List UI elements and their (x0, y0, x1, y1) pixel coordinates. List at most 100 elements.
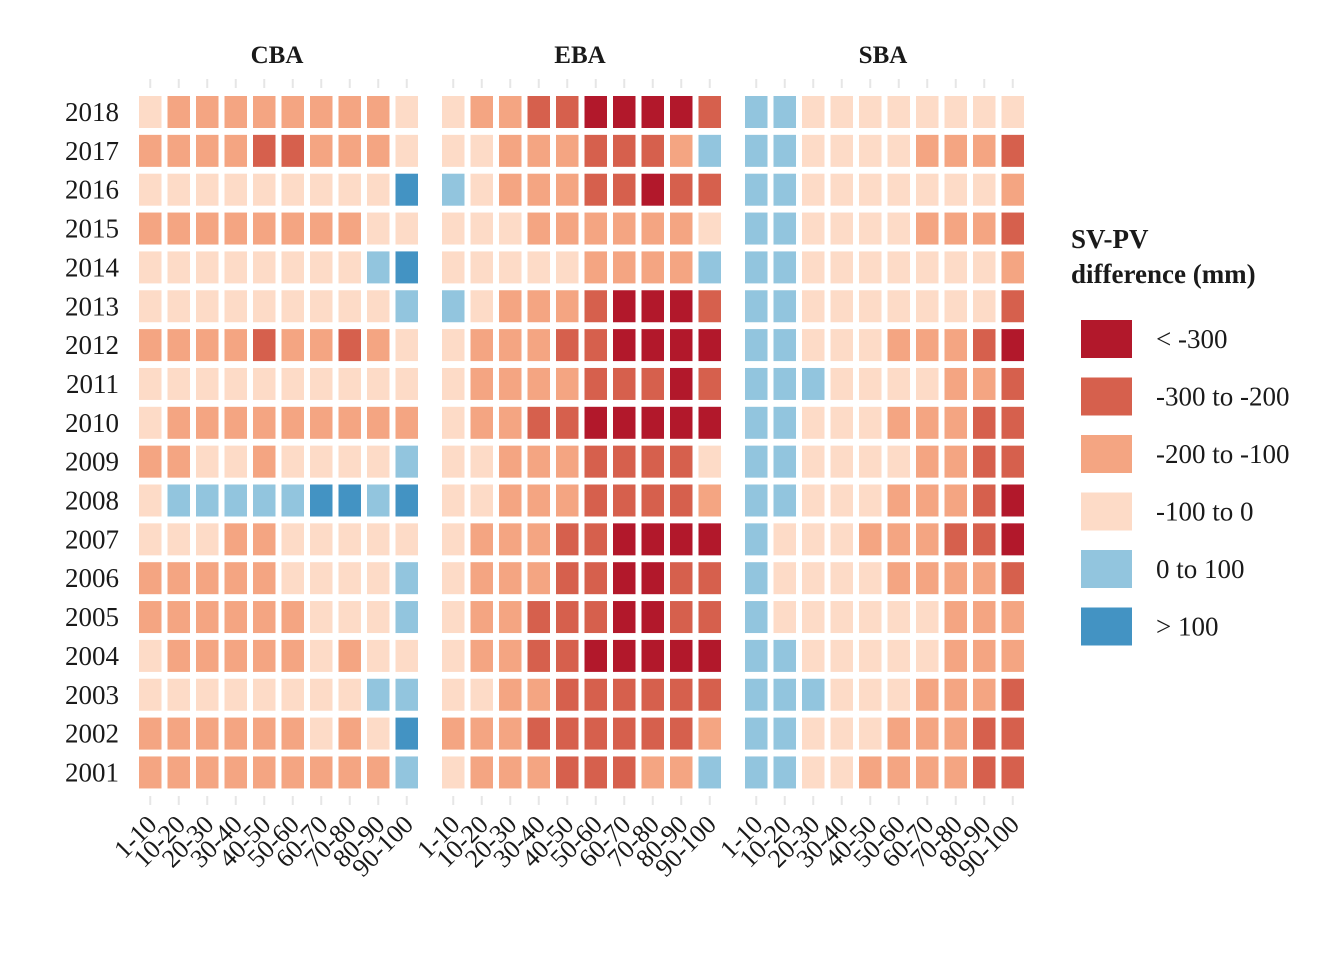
tile-sba (802, 406, 825, 439)
tile-eba (698, 212, 721, 245)
tile-eba (641, 134, 664, 167)
tile-eba (499, 96, 522, 128)
tile-cba (338, 251, 361, 284)
tile-cba (253, 329, 276, 362)
tile-cba (367, 134, 390, 167)
tile-sba (973, 756, 996, 789)
tile-sba (1001, 562, 1024, 595)
tile-cba (395, 601, 418, 634)
tile-sba (944, 445, 967, 478)
legend-label: 0 to 100 (1156, 554, 1245, 584)
tile-sba (859, 406, 882, 439)
tile-cba (139, 756, 162, 789)
tile-sba (916, 678, 939, 711)
tile-cba (167, 601, 190, 634)
tile-cba (224, 134, 247, 167)
tile-eba (499, 639, 522, 672)
tile-cba (167, 290, 190, 323)
tile-sba (1001, 756, 1024, 789)
tile-sba (887, 134, 910, 167)
tile-sba (1001, 290, 1024, 323)
tile-cba (224, 562, 247, 595)
tile-eba (641, 445, 664, 478)
tile-cba (395, 96, 418, 128)
tile-sba (859, 717, 882, 750)
tile-cba (139, 212, 162, 245)
tile-sba (859, 173, 882, 206)
tile-sba (745, 96, 768, 128)
legend-label: > 100 (1156, 612, 1218, 642)
tile-cba (167, 134, 190, 167)
tile-eba (698, 367, 721, 400)
tile-cba (338, 562, 361, 595)
tile-sba (830, 639, 853, 672)
legend-label: -100 to 0 (1156, 497, 1254, 527)
tile-sba (1001, 601, 1024, 634)
tile-cba (310, 134, 333, 167)
tile-cba (367, 290, 390, 323)
tile-eba (499, 406, 522, 439)
tile-sba (916, 173, 939, 206)
tile-sba (745, 756, 768, 789)
tile-sba (916, 484, 939, 517)
tile-eba (527, 639, 550, 672)
tile-eba (584, 639, 607, 672)
tile-cba (224, 367, 247, 400)
tile-eba (698, 562, 721, 595)
tile-eba (499, 367, 522, 400)
tile-eba (442, 173, 465, 206)
tile-eba (584, 717, 607, 750)
tile-sba (973, 523, 996, 556)
tile-sba (745, 601, 768, 634)
tile-eba (470, 639, 493, 672)
tile-sba (830, 290, 853, 323)
tile-eba (613, 445, 636, 478)
tile-sba (973, 445, 996, 478)
tile-cba (310, 445, 333, 478)
tile-sba (887, 367, 910, 400)
tile-cba (167, 367, 190, 400)
tile-cba (224, 251, 247, 284)
tile-cba (395, 134, 418, 167)
tile-eba (499, 678, 522, 711)
tile-cba (196, 562, 219, 595)
tile-eba (670, 96, 693, 128)
tile-sba (887, 445, 910, 478)
tile-cba (224, 484, 247, 517)
tile-cba (281, 523, 304, 556)
tile-sba (802, 290, 825, 323)
tile-cba (395, 251, 418, 284)
tile-sba (944, 523, 967, 556)
tile-eba (670, 212, 693, 245)
tile-sba (973, 367, 996, 400)
tile-sba (916, 251, 939, 284)
tile-cba (310, 756, 333, 789)
tile-sba (859, 134, 882, 167)
y-tick-label: 2002 (65, 719, 119, 749)
tile-eba (613, 134, 636, 167)
tile-eba (470, 756, 493, 789)
tile-cba (395, 406, 418, 439)
tile-sba (773, 484, 796, 517)
tile-cba (310, 523, 333, 556)
tile-sba (859, 601, 882, 634)
y-tick-label: 2005 (65, 602, 119, 632)
tile-sba (973, 173, 996, 206)
tile-cba (253, 717, 276, 750)
tile-cba (139, 96, 162, 128)
tile-eba (584, 96, 607, 128)
tile-sba (830, 251, 853, 284)
tile-cba (167, 717, 190, 750)
tile-eba (698, 678, 721, 711)
tile-sba (944, 678, 967, 711)
tile-eba (613, 639, 636, 672)
tile-sba (859, 523, 882, 556)
tile-sba (944, 329, 967, 362)
tile-eba (442, 96, 465, 128)
tile-sba (916, 717, 939, 750)
tile-cba (338, 717, 361, 750)
tile-sba (802, 329, 825, 362)
facet-title-eba: EBA (554, 42, 605, 69)
tile-cba (281, 678, 304, 711)
tile-cba (196, 329, 219, 362)
